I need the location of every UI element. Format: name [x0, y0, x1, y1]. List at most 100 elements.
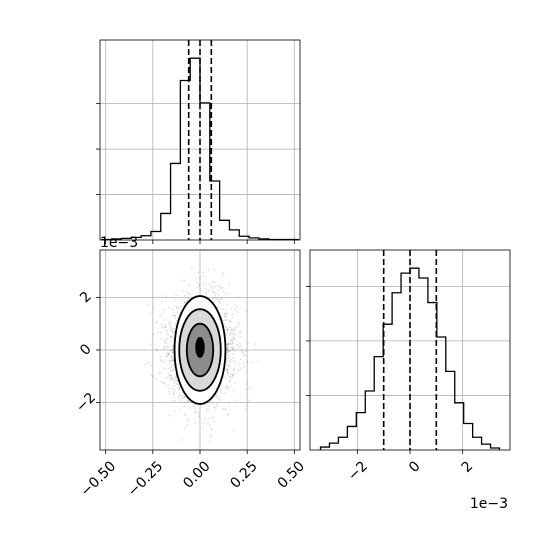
joint-scatter-point	[230, 346, 232, 349]
joint-scatter-point	[230, 339, 233, 341]
joint-scatter-point	[210, 286, 213, 288]
joint-scatter-point	[183, 427, 186, 429]
joint-scatter-point	[239, 335, 241, 338]
joint-scatter-point	[213, 407, 216, 409]
joint-scatter-point	[176, 317, 179, 319]
joint-scatter-point	[226, 304, 228, 306]
joint-scatter-point	[185, 414, 187, 416]
joint-scatter-point	[228, 357, 230, 360]
joint-scatter-point	[213, 269, 216, 271]
joint-scatter-point	[164, 326, 166, 329]
joint-scatter-point	[217, 298, 219, 301]
joint-scatter-point	[171, 365, 173, 367]
joint-scatter-point	[166, 347, 168, 349]
joint-scatter-point	[155, 348, 158, 351]
marginal-x-quantile-lines	[187, 40, 213, 240]
joint-scatter-point	[180, 305, 182, 308]
joint-scatter-point	[211, 297, 213, 300]
joint-scatter-point	[234, 327, 236, 329]
joint-scatter-point	[194, 422, 196, 425]
joint-scatter-point	[175, 376, 177, 378]
joint-scatter-point	[187, 399, 189, 401]
joint-scatter-point	[148, 361, 150, 363]
joint-scatter-point	[180, 279, 183, 281]
joint-scatter-point	[178, 388, 180, 391]
joint-scatter-point	[226, 351, 229, 354]
joint-scatter-point	[175, 378, 177, 381]
joint-scatter-point	[226, 371, 229, 373]
joint-scatter-point	[218, 301, 221, 304]
joint-scatter-point	[180, 401, 183, 403]
joint-scatter-point	[175, 376, 177, 379]
joint-scatter-point	[205, 292, 208, 295]
joint-scatter-point	[163, 348, 166, 351]
joint-scatter-point	[150, 364, 152, 367]
joint-scatter-point	[227, 364, 229, 367]
joint-scatter-point	[170, 349, 173, 351]
joint-scatter-point	[216, 405, 218, 407]
joint-scatter-point	[160, 381, 162, 383]
joint-scatter-point	[207, 268, 210, 270]
marginal-y-offset-label: 1e−3	[470, 496, 508, 512]
joint-scatter-point	[183, 396, 186, 398]
joint-scatter-point	[204, 404, 207, 406]
joint-scatter-point	[238, 324, 240, 326]
joint-scatter-point	[186, 300, 189, 303]
joint-scatter-point	[166, 329, 168, 332]
marginal-x-histogram	[96, 39, 301, 244]
joint-scatter-point	[231, 320, 233, 323]
joint-scatter-point	[226, 358, 228, 360]
joint-scatter-point	[206, 409, 208, 412]
joint-scatter-point	[225, 385, 228, 387]
joint-scatter-point	[173, 315, 176, 317]
joint-contours	[173, 295, 227, 405]
joint-scatter-point	[173, 327, 175, 330]
joint-scatter-point	[231, 341, 233, 343]
joint-scatter-point	[178, 385, 180, 388]
joint-scatter-point	[232, 353, 234, 355]
joint-scatter-point	[238, 322, 240, 324]
joint-scatter-point	[246, 383, 249, 385]
joint-scatter-point	[219, 388, 221, 391]
joint-scatter-point	[173, 332, 176, 335]
joint-scatter-point	[251, 361, 254, 364]
joint-scatter-point	[226, 347, 228, 350]
joint-scatter-point	[237, 370, 239, 372]
joint-scatter-point	[229, 333, 232, 335]
joint-scatter-point	[175, 294, 177, 296]
joint-scatter-point	[167, 307, 170, 309]
joint-scatter-point	[226, 328, 228, 331]
joint-scatter-point	[228, 283, 231, 285]
joint-scatter-point	[232, 374, 234, 377]
joint-scatter-point	[159, 358, 162, 360]
joint-scatter-point	[164, 338, 166, 340]
joint-scatter-point	[232, 376, 234, 379]
joint-scatter-point	[240, 330, 242, 332]
joint-scatter-point	[234, 309, 237, 311]
joint-scatter-point	[227, 350, 230, 353]
joint-scatter-point	[236, 326, 238, 328]
joint-scatter-point	[169, 393, 171, 395]
joint-scatter-point	[173, 395, 175, 398]
joint-scatter-point	[232, 389, 235, 391]
joint-scatter-point	[214, 406, 216, 409]
joint-scatter-point	[168, 353, 170, 356]
joint-scatter-point	[225, 377, 227, 380]
joint-scatter-point	[173, 365, 176, 368]
joint-scatter-point	[244, 350, 247, 353]
joint-scatter-point	[228, 337, 230, 339]
joint-scatter-point	[199, 284, 201, 286]
joint-scatter-point	[159, 372, 162, 374]
joint-scatter-point	[213, 286, 216, 288]
joint-scatter-point	[218, 285, 221, 288]
joint-scatter-point	[162, 360, 164, 363]
joint-scatter-point	[212, 416, 214, 418]
joint-scatter-point	[229, 343, 231, 345]
joint-scatter-point	[182, 289, 184, 292]
joint-scatter-point	[176, 379, 179, 382]
joint-scatter-point	[172, 357, 175, 359]
joint-scatter-point	[156, 321, 158, 324]
joint-scatter-point	[177, 396, 180, 399]
joint-scatter-point	[165, 295, 167, 298]
joint-scatter-point	[230, 343, 233, 345]
